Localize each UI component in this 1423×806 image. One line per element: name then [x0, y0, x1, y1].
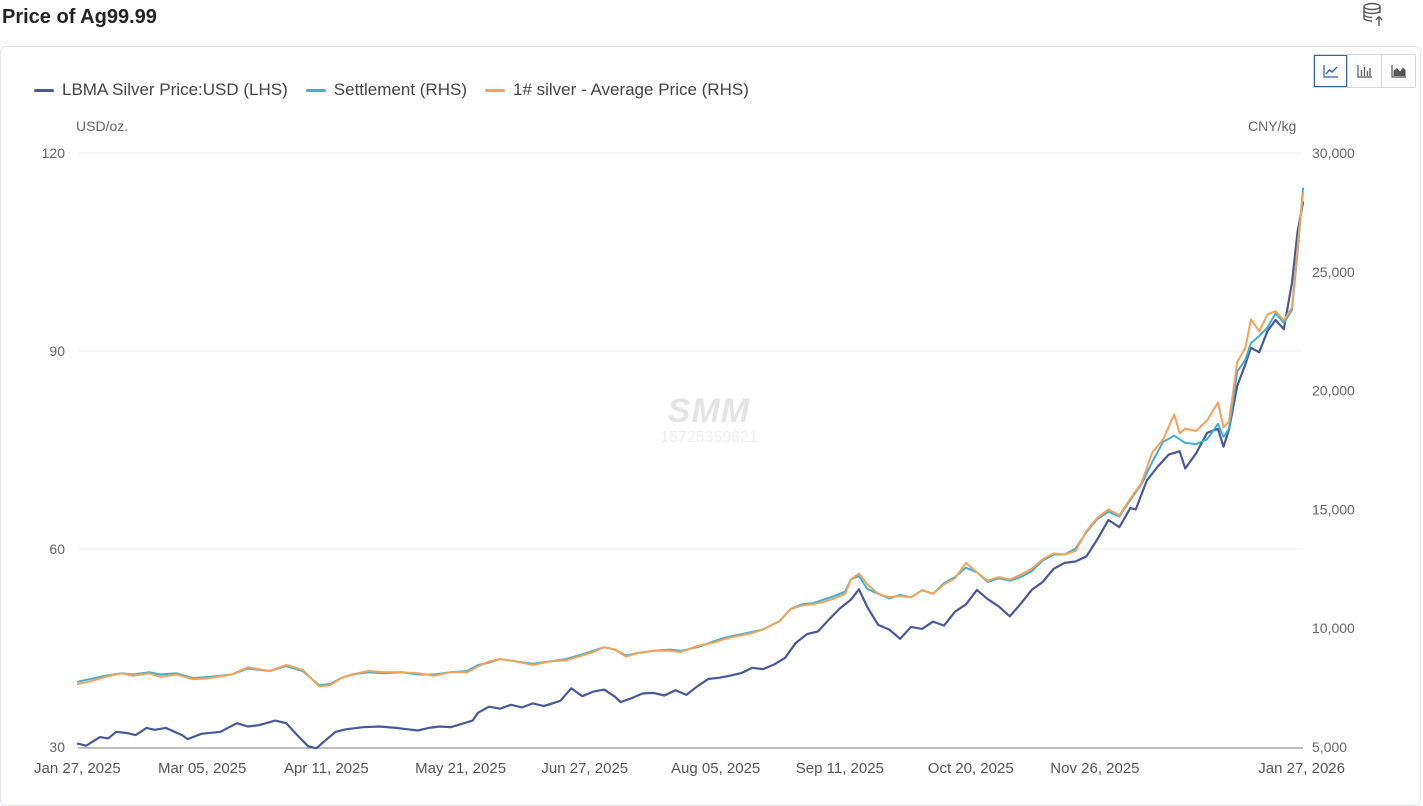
right-tick-label: 10,000 — [1312, 620, 1355, 636]
x-tick-label: Jan 27, 2025 — [34, 760, 121, 777]
chart-type-switch — [1313, 54, 1416, 88]
right-tick-label: 5,000 — [1312, 739, 1347, 755]
legend-item-settlement[interactable]: Settlement (RHS) — [305, 80, 467, 100]
right-axis-unit: CNY/kg — [1248, 118, 1297, 134]
grid-layer — [78, 152, 1303, 550]
left-tick-label: 30 — [49, 739, 65, 755]
line-chart-icon — [1322, 65, 1338, 78]
x-tick-label: Aug 05, 2025 — [671, 760, 760, 777]
legend-label-lbma: LBMA Silver Price:USD (LHS) — [62, 80, 288, 99]
chart-legend: LBMA Silver Price:USD (LHS) Settlement (… — [34, 80, 749, 100]
series-line-settlement — [77, 187, 1304, 687]
legend-label-avg: 1# silver - Average Price (RHS) — [512, 80, 749, 99]
legend-swatch-lbma — [34, 88, 54, 92]
right-tick-label: 15,000 — [1312, 501, 1355, 517]
x-tick-label: Oct 20, 2025 — [928, 760, 1014, 777]
line-chart-button[interactable] — [1314, 55, 1347, 87]
left-tick-label: 60 — [49, 541, 65, 557]
area-chart-button[interactable] — [1381, 55, 1415, 87]
area-chart-icon — [1390, 65, 1406, 78]
legend-label-settlement: Settlement (RHS) — [333, 80, 467, 99]
axis-layer: 30 60 90 120 5,000 10,000 15,000 20,000 25,000 30… — [34, 145, 1355, 777]
x-tick-label: Mar 05, 2025 — [158, 760, 246, 777]
legend-item-avg[interactable]: 1# silver - Average Price (RHS) — [484, 80, 749, 100]
right-tick-label: 25,000 — [1312, 264, 1355, 280]
x-tick-label: Nov 26, 2025 — [1050, 760, 1139, 777]
right-tick-label: 30,000 — [1312, 145, 1355, 161]
x-tick-label: Apr 11, 2025 — [284, 760, 369, 777]
series-line-avg — [77, 192, 1304, 688]
x-tick-label: May 21, 2025 — [415, 760, 506, 777]
x-tick-label: Sep 11, 2025 — [796, 760, 884, 777]
bar-chart-icon — [1356, 65, 1372, 78]
series-layer — [76, 187, 1305, 750]
page-title: Price of Ag99.99 — [2, 6, 157, 28]
legend-item-lbma[interactable]: LBMA Silver Price:USD (LHS) — [34, 80, 288, 100]
left-axis-unit: USD/oz. — [76, 118, 129, 134]
bar-chart-button[interactable] — [1347, 55, 1381, 87]
x-tick-label: Jun 27, 2025 — [541, 760, 628, 777]
left-tick-label: 120 — [42, 145, 66, 161]
x-tick-label: Jan 27, 2026 — [1258, 760, 1345, 777]
right-tick-label: 20,000 — [1312, 383, 1355, 399]
legend-swatch-settlement — [305, 88, 326, 92]
database-export-icon — [1363, 2, 1383, 26]
export-data-button[interactable] — [1360, 2, 1388, 28]
left-tick-label: 90 — [49, 343, 65, 359]
series-line-lbma — [76, 201, 1305, 750]
legend-swatch-avg — [484, 88, 505, 92]
